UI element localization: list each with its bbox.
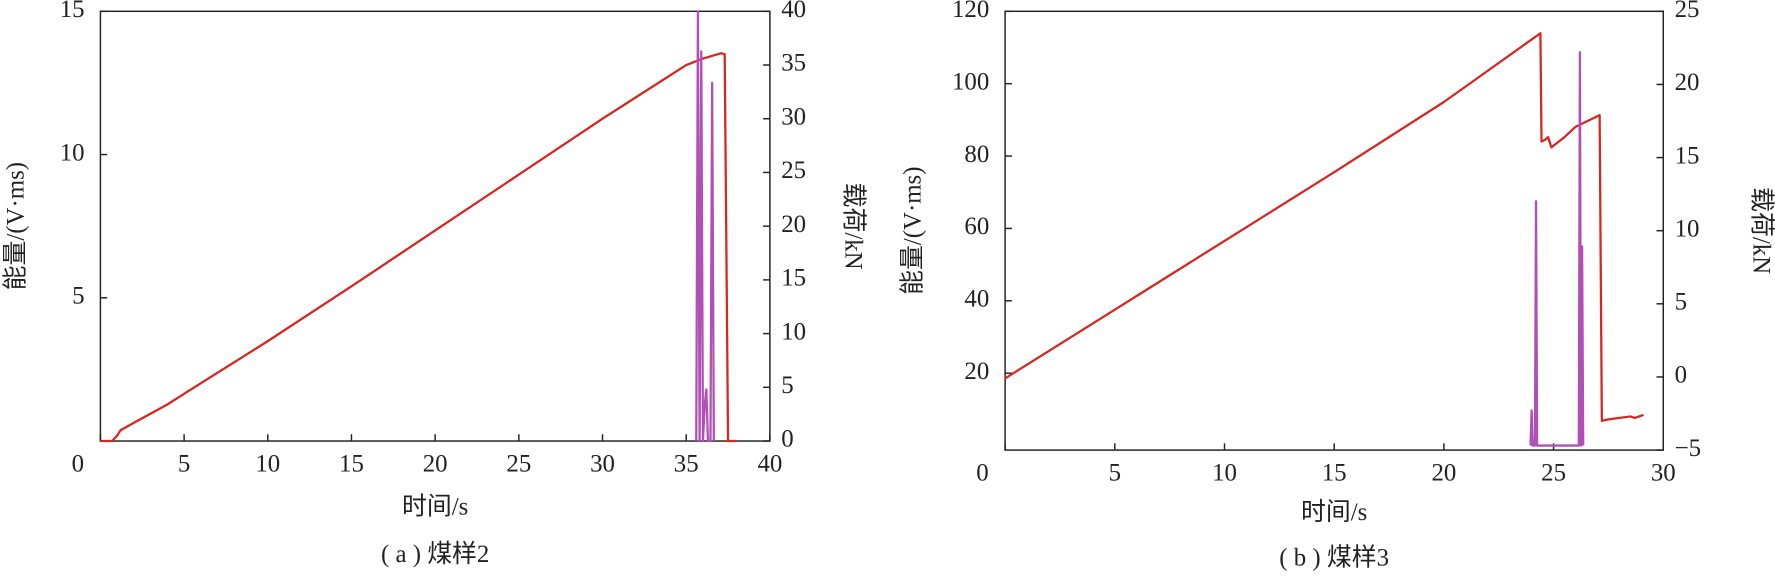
y-tick-label: 40 — [964, 286, 989, 313]
x-tick-label: 15 — [1322, 460, 1347, 487]
data-line — [1004, 32, 1644, 422]
y2-axis-label: 载荷/kN — [840, 183, 868, 270]
x-tick-label: 35 — [674, 451, 699, 478]
y2-tick-label: 15 — [1675, 142, 1700, 169]
y2-tick-label: 0 — [1675, 362, 1687, 389]
caption: ( a ) 煤样2 — [381, 540, 489, 568]
x-axis-label: 时间/s — [402, 493, 468, 521]
y-tick-label: 120 — [952, 0, 989, 23]
data-line — [1529, 51, 1585, 447]
x-tick-label: 5 — [1109, 460, 1121, 487]
y-axis-label: 能量/(V·ms) — [2, 162, 30, 290]
x-axis-label: 时间/s — [1301, 498, 1367, 526]
caption: ( b ) 煤样3 — [1279, 543, 1389, 571]
y2-tick-label: −5 — [1675, 435, 1701, 462]
x-tick-label: 30 — [590, 451, 615, 478]
y-tick-label: 15 — [60, 0, 85, 23]
y2-tick-label: 10 — [781, 318, 806, 345]
x-tick-label: 10 — [255, 451, 280, 478]
y2-tick-label: 30 — [781, 103, 806, 130]
x-tick-label: 0 — [976, 460, 988, 487]
x-tick-label: 30 — [1651, 460, 1676, 487]
data-line — [695, 10, 715, 443]
x-tick-label: 20 — [423, 451, 448, 478]
y2-tick-label: 25 — [781, 157, 806, 184]
x-tick-label: 40 — [757, 451, 782, 478]
x-tick-label: 20 — [1431, 460, 1456, 487]
y2-tick-label: 5 — [1675, 289, 1687, 316]
x-tick-label: 15 — [339, 451, 364, 478]
y-tick-label: 80 — [964, 141, 989, 168]
x-tick-label: 5 — [178, 451, 190, 478]
y2-tick-label: 10 — [1675, 215, 1700, 242]
y-axis-label: 能量/(V·ms) — [898, 166, 926, 294]
y2-tick-label: 20 — [1675, 69, 1700, 96]
x-tick-label: 25 — [1541, 460, 1566, 487]
y-tick-label: 100 — [952, 68, 989, 95]
x-tick-label: 25 — [506, 451, 531, 478]
y2-tick-label: 35 — [781, 50, 806, 77]
y2-tick-label: 40 — [781, 0, 806, 23]
y-tick-label: 10 — [60, 139, 85, 166]
y2-tick-label: 15 — [781, 265, 806, 292]
x-tick-label: 0 — [72, 451, 84, 478]
x-tick-label: 10 — [1212, 460, 1237, 487]
y-tick-label: 20 — [964, 358, 989, 385]
y-tick-label: 5 — [72, 282, 84, 309]
plot-frame — [1004, 10, 1665, 451]
y2-tick-label: 5 — [781, 372, 793, 399]
y2-tick-label: 25 — [1675, 0, 1700, 23]
y2-tick-label: 0 — [781, 426, 793, 453]
y2-axis-label: 载荷/kN — [1748, 187, 1775, 274]
data-line — [100, 52, 737, 443]
y2-tick-label: 20 — [781, 211, 806, 238]
y-tick-label: 60 — [964, 213, 989, 240]
